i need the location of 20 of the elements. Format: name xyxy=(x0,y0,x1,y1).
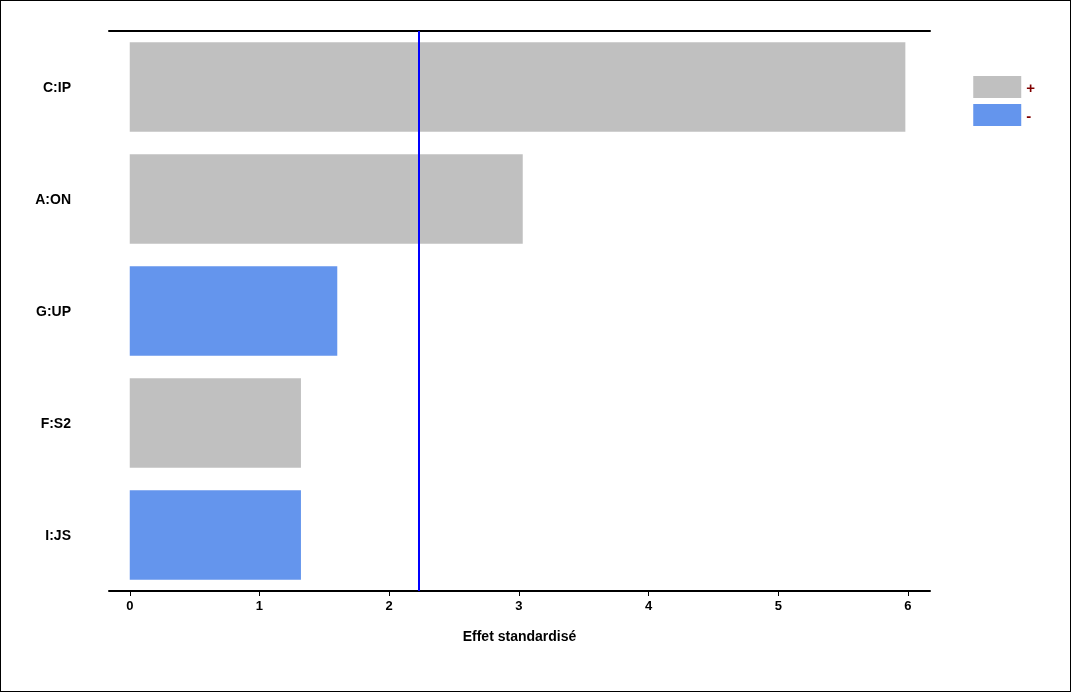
y-tick-label: A:ON xyxy=(35,191,71,207)
x-tick-label: 5 xyxy=(774,598,782,613)
y-tick-label: F:S2 xyxy=(40,415,72,431)
legend-label: + xyxy=(1026,78,1036,96)
x-tick-label: 0 xyxy=(126,598,134,613)
x-tick-label: 4 xyxy=(644,598,653,613)
bar xyxy=(129,42,906,132)
bar xyxy=(129,266,338,356)
bar xyxy=(129,490,301,580)
legend-label: - xyxy=(1026,106,1032,124)
x-axis-title: Effet standardisé xyxy=(462,628,577,644)
x-tick-label: 2 xyxy=(385,598,393,613)
x-tick-label: 6 xyxy=(904,598,912,613)
y-tick-label: G:UP xyxy=(36,303,71,319)
x-tick-label: 3 xyxy=(515,598,523,613)
y-tick-label: I:JS xyxy=(45,527,71,543)
bar xyxy=(129,378,301,468)
x-tick-label: 1 xyxy=(255,598,264,613)
y-tick-label: C:IP xyxy=(43,79,71,95)
bar xyxy=(129,154,523,244)
